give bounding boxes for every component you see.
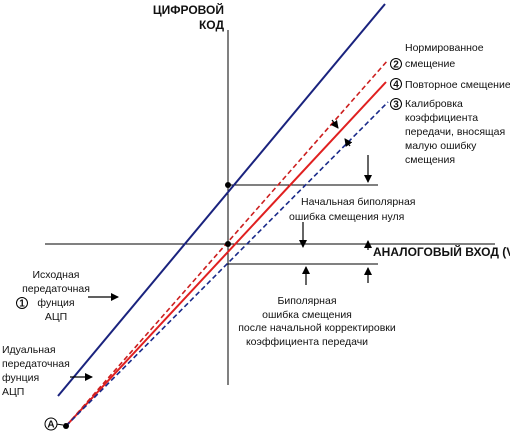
line1-label-2: передаточная	[22, 283, 90, 295]
bipolar-label-1: Биполярная	[277, 295, 336, 307]
original-transfer-line	[57, 3, 386, 397]
point-a-badge	[44, 417, 58, 431]
line1-label-3: фунция	[37, 297, 74, 309]
line3-badge	[390, 98, 402, 110]
line3-label-3: передачи, вносящая	[405, 126, 505, 138]
point-original-intercept	[225, 182, 231, 188]
line3-label-2: коэффициента	[405, 112, 478, 124]
ideal-label-4: АЦП	[2, 386, 24, 398]
ideal-label-3: фунция	[2, 372, 39, 384]
line4-badge	[390, 78, 402, 90]
bipolar-label-4: коэффициента передачи	[246, 336, 368, 348]
line1-label-4: АЦП	[45, 311, 67, 323]
initial-error-label-1: Начальная биполярная	[301, 196, 416, 208]
gap-arrow-top	[330, 119, 339, 129]
line2-label-2: смещение	[405, 58, 455, 70]
ideal-label-1: Идуальная	[2, 344, 56, 356]
point-a	[63, 423, 69, 429]
line2-label-1: Нормированное	[405, 42, 484, 54]
line3-badge-number: 3	[393, 100, 399, 111]
line2-badge-number: 2	[393, 60, 399, 71]
y-axis-label-line1: ЦИФРОВОЙ	[153, 2, 224, 17]
initial-error-label-2: ошибка смещения нуля	[289, 211, 404, 223]
point-origin	[225, 241, 231, 247]
gain-calibration-line	[65, 101, 389, 427]
y-axis-label-line2: КОД	[199, 18, 225, 32]
line3-label-1: Калибровка	[405, 98, 463, 110]
ideal-transfer-line	[65, 81, 387, 427]
point-a-badge-label: A	[47, 420, 54, 431]
ideal-label-2: передаточная	[2, 358, 70, 370]
line1-badge-number: 1	[19, 299, 25, 310]
x-axis-label: АНАЛОГОВЫЙ ВХОД (V)	[373, 244, 510, 259]
line2-badge	[390, 58, 402, 70]
line1-label-1: Исходная	[33, 269, 80, 281]
bipolar-label-3: после начальной корректировки	[238, 322, 396, 334]
bipolar-label-2: ошибка смещения	[262, 309, 352, 321]
gap-arrow-bottom	[344, 138, 353, 148]
line1-badge	[16, 297, 28, 309]
line3-label-5: смещения	[405, 154, 455, 166]
line4-label-1: Повторное смещение	[405, 79, 510, 91]
line4-badge-number: 4	[393, 80, 399, 91]
line3-label-4: малую ошибку	[405, 140, 477, 152]
